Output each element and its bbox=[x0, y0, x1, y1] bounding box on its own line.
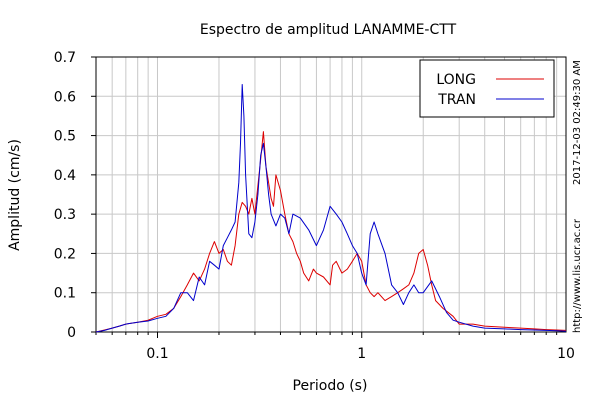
series-line-tran bbox=[95, 84, 567, 333]
x-tick-label: 0.1 bbox=[146, 346, 168, 362]
y-tick-label: 0.3 bbox=[54, 207, 76, 223]
y-tick-label: 0.5 bbox=[54, 129, 76, 145]
x-tick-label: 10 bbox=[557, 346, 575, 362]
x-tick-label: 1 bbox=[357, 346, 366, 362]
side-label-url: http://www.lis.ucr.ac.cr bbox=[572, 218, 583, 333]
y-axis-label: Amplitud (cm/s) bbox=[7, 139, 23, 251]
series-lines bbox=[95, 84, 567, 333]
y-tick-label: 0.6 bbox=[54, 89, 76, 105]
y-tick-label: 0.7 bbox=[54, 50, 76, 66]
chart-title: Espectro de amplitud LANAMME-CTT bbox=[200, 22, 457, 38]
y-tick-label: 0.1 bbox=[54, 286, 76, 302]
plot-frame bbox=[95, 56, 567, 333]
x-axis-ticks: 0.1 1 10 bbox=[95, 332, 575, 362]
y-axis-ticks: 0 0.1 0.2 0.3 0.4 0.5 0.6 0.7 bbox=[54, 50, 96, 341]
y-tick-label: 0.4 bbox=[54, 168, 76, 184]
x-axis-label: Periodo (s) bbox=[293, 378, 368, 394]
legend-label-long: LONG bbox=[436, 72, 476, 88]
y-tick-label: 0.2 bbox=[54, 246, 76, 262]
y-tick-label: 0 bbox=[67, 325, 76, 341]
legend-label-tran: TRAN bbox=[437, 92, 476, 108]
grid-lines bbox=[96, 57, 566, 332]
legend-box bbox=[419, 59, 555, 118]
legend: LONG TRAN bbox=[419, 59, 555, 118]
side-label-timestamp: 2017-12-03 02:49:30 AM bbox=[572, 60, 583, 185]
